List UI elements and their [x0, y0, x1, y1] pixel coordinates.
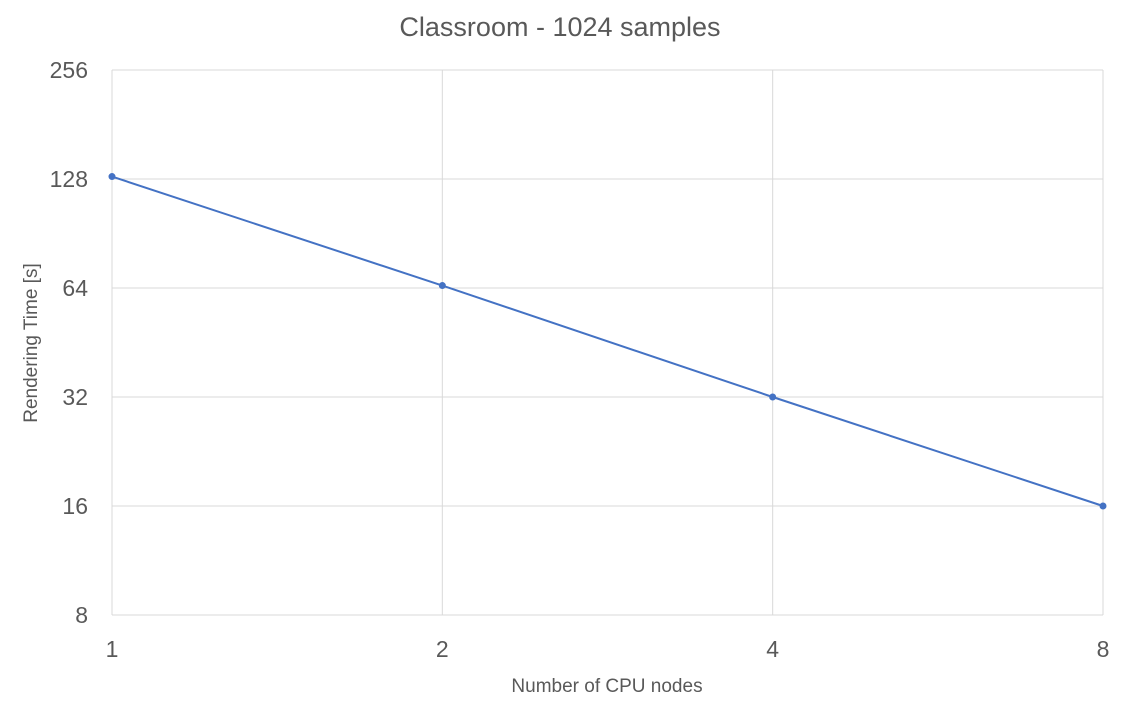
y-tick-label: 256: [50, 57, 88, 83]
y-tick-label: 8: [75, 602, 88, 628]
x-tick-label: 8: [1097, 636, 1110, 662]
x-tick-label: 1: [106, 636, 119, 662]
x-tick-label: 4: [766, 636, 779, 662]
y-axis-ticks: 8 16 32 64 128 256: [50, 57, 89, 628]
data-point: [769, 393, 777, 401]
data-point: [1099, 502, 1107, 510]
chart-title: Classroom - 1024 samples: [399, 12, 720, 42]
gridlines: [111, 69, 1104, 616]
y-tick-label: 128: [50, 166, 88, 192]
x-axis-ticks: 1 2 4 8: [106, 636, 1110, 662]
y-tick-label: 64: [62, 275, 88, 301]
y-tick-label: 32: [62, 384, 88, 410]
y-tick-label: 16: [62, 493, 88, 519]
series-line: [111, 175, 1104, 507]
y-axis-label: Rendering Time [s]: [21, 263, 42, 422]
data-point: [438, 282, 446, 290]
x-axis-label: Number of CPU nodes: [511, 676, 702, 697]
data-point: [108, 173, 116, 181]
x-tick-label: 2: [436, 636, 449, 662]
series-group: [108, 173, 1107, 510]
